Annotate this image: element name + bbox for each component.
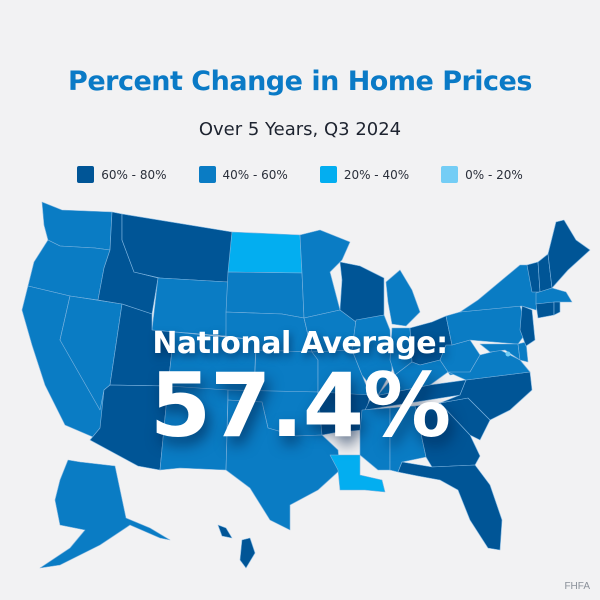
state-fl xyxy=(397,461,503,551)
state-me xyxy=(547,219,591,289)
chart-title: Percent Change in Home Prices xyxy=(68,66,532,97)
state-mn xyxy=(299,229,351,319)
us-choropleth-map xyxy=(21,201,591,569)
state-la xyxy=(329,454,386,493)
state-ar xyxy=(317,391,371,436)
legend-label: 60% - 80% xyxy=(101,167,167,182)
legend-item-60-80: 60% - 80% xyxy=(77,166,167,183)
legend-label: 0% - 20% xyxy=(465,167,523,182)
state-hi-islands xyxy=(217,524,233,539)
legend: 60% - 80% 40% - 60% 20% - 40% 0% - 20% xyxy=(0,166,600,183)
state-de xyxy=(517,341,529,363)
state-il xyxy=(351,314,393,396)
legend-swatch-60-80 xyxy=(77,166,95,183)
state-nj xyxy=(519,305,536,347)
state-nd xyxy=(227,231,303,274)
state-wy xyxy=(151,277,229,337)
state-ct xyxy=(535,301,555,319)
source-credit: FHFA xyxy=(564,581,590,592)
legend-label: 20% - 40% xyxy=(343,167,410,182)
legend-swatch-20-40 xyxy=(319,166,337,183)
legend-label: 40% - 60% xyxy=(222,167,288,182)
state-ny xyxy=(459,264,541,313)
state-ri xyxy=(553,301,561,316)
state-dc xyxy=(505,351,511,357)
state-wi xyxy=(339,261,385,323)
state-mt xyxy=(121,213,233,283)
legend-item-0-20: 0% - 20% xyxy=(441,166,523,183)
state-sd xyxy=(225,271,305,319)
state-hi xyxy=(239,537,256,569)
state-md xyxy=(479,343,521,361)
state-tx xyxy=(225,399,341,531)
state-mi xyxy=(385,269,421,327)
legend-swatch-40-60 xyxy=(198,166,216,183)
state-ak xyxy=(39,459,171,569)
chart-subtitle: Over 5 Years, Q3 2024 xyxy=(198,119,402,140)
state-nm xyxy=(159,385,229,471)
legend-item-20-40: 20% - 40% xyxy=(319,166,410,183)
legend-item-40-60: 40% - 60% xyxy=(198,166,288,183)
national-average-label: National Average: xyxy=(152,326,448,361)
national-average-value: 57.4% xyxy=(149,354,451,457)
legend-swatch-0-20 xyxy=(441,166,459,183)
